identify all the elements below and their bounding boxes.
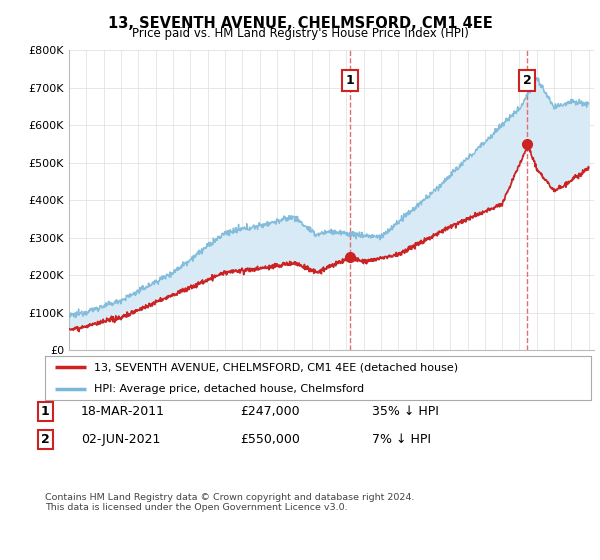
Text: Contains HM Land Registry data © Crown copyright and database right 2024.
This d: Contains HM Land Registry data © Crown c… — [45, 493, 415, 512]
Text: 2: 2 — [41, 433, 49, 446]
Text: £550,000: £550,000 — [240, 433, 300, 446]
Text: 1: 1 — [346, 74, 354, 87]
Text: Price paid vs. HM Land Registry's House Price Index (HPI): Price paid vs. HM Land Registry's House … — [131, 27, 469, 40]
Text: 2: 2 — [523, 74, 532, 87]
Text: £247,000: £247,000 — [240, 405, 299, 418]
Text: 18-MAR-2011: 18-MAR-2011 — [81, 405, 165, 418]
Text: 13, SEVENTH AVENUE, CHELMSFORD, CM1 4EE (detached house): 13, SEVENTH AVENUE, CHELMSFORD, CM1 4EE … — [94, 362, 458, 372]
Text: 1: 1 — [41, 405, 49, 418]
Text: 35% ↓ HPI: 35% ↓ HPI — [372, 405, 439, 418]
Text: HPI: Average price, detached house, Chelmsford: HPI: Average price, detached house, Chel… — [94, 384, 364, 394]
Text: 7% ↓ HPI: 7% ↓ HPI — [372, 433, 431, 446]
Text: 02-JUN-2021: 02-JUN-2021 — [81, 433, 160, 446]
Text: 13, SEVENTH AVENUE, CHELMSFORD, CM1 4EE: 13, SEVENTH AVENUE, CHELMSFORD, CM1 4EE — [107, 16, 493, 31]
